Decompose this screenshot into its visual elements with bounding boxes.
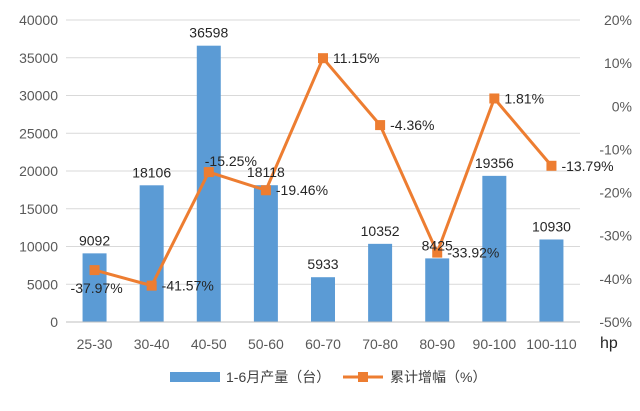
y-left-tick-label: 25000: [19, 125, 58, 141]
bar: [539, 239, 564, 322]
y-left-tick-label: 30000: [19, 88, 58, 104]
bar-data-label: 8425: [422, 237, 453, 253]
line-data-label: -37.97%: [71, 280, 123, 296]
x-tick-label: 60-70: [305, 336, 341, 352]
y-left-tick-label: 15000: [19, 201, 58, 217]
line-series: [89, 53, 557, 291]
x-tick-label: 80-90: [419, 336, 455, 352]
line-data-label: -4.36%: [390, 117, 434, 133]
y-right-tick-label: -30%: [599, 228, 632, 244]
y-right-tick-label: -20%: [599, 185, 632, 201]
bar: [196, 45, 221, 323]
y-left-tick-label: 40000: [19, 12, 58, 28]
y-right-tick-label: -50%: [599, 314, 632, 330]
bar: [425, 258, 450, 322]
y-right-tick-label: 0%: [612, 98, 632, 114]
y-right-tick-label: 10%: [604, 55, 632, 71]
bar-data-label: 9092: [79, 232, 110, 248]
x-tick-label: 70-80: [362, 336, 398, 352]
line-point: [260, 185, 271, 196]
bar-data-label: 36598: [189, 25, 228, 41]
bar: [253, 185, 278, 322]
bar-series: [82, 45, 564, 323]
bar: [368, 243, 393, 322]
bar-data-label: 19356: [475, 155, 514, 171]
bar: [482, 175, 507, 322]
line-point: [375, 120, 386, 131]
axes: 0 5000 10000 15000 20000 25000 30000 35000 40000…: [19, 12, 632, 352]
bar: [139, 185, 164, 322]
x-tick-label: 40-50: [191, 336, 227, 352]
bar-data-label: 10352: [361, 223, 400, 239]
legend-bar-swatch: [170, 372, 220, 382]
line-data-label: -41.57%: [162, 278, 214, 294]
y-left-tick-label: 35000: [19, 50, 58, 66]
y-left-tick-label: 10000: [19, 239, 58, 255]
y-right-tick-label: 20%: [604, 12, 632, 28]
bar-data-label: 10930: [532, 218, 571, 234]
line-data-label: -15.25%: [205, 153, 257, 169]
line-data-label: 1.81%: [504, 90, 544, 106]
x-tick-label: 50-60: [248, 336, 284, 352]
y-right-tick-label: -10%: [599, 141, 632, 157]
line-data-label: -19.46%: [276, 182, 328, 198]
line-point: [318, 53, 328, 64]
line-data-label: -13.79%: [561, 158, 613, 174]
line-data-label: 11.15%: [333, 50, 379, 66]
line-point: [432, 247, 443, 258]
legend-line-marker: [358, 372, 368, 382]
x-tick-label: 90-100: [473, 336, 517, 352]
line-point: [146, 280, 157, 291]
bar-data-label: 18106: [132, 164, 171, 180]
line-point: [203, 167, 214, 178]
bar-data-label: 5933: [307, 256, 338, 272]
legend: 1-6月产量（台） 累计增幅（%）: [170, 369, 486, 385]
x-axis-unit: hp: [600, 335, 618, 352]
legend-line-label: 累计增幅（%）: [390, 369, 486, 385]
bar: [311, 277, 335, 322]
line-point: [489, 93, 500, 104]
line-point: [89, 265, 100, 276]
line-point: [546, 160, 557, 171]
legend-bar-label: 1-6月产量（台）: [226, 369, 330, 385]
data-labels: 9092 18106 36598 18118 5933 10352 8425 19356 109…: [71, 25, 614, 296]
y-left-tick-label: 20000: [19, 163, 58, 179]
y-left-tick-label: 0: [50, 314, 58, 330]
y-right-tick-label: -40%: [599, 271, 632, 287]
bar-data-label: 18118: [247, 164, 285, 180]
x-tick-label: 100-110: [526, 336, 577, 352]
x-tick-label: 25-30: [77, 336, 113, 352]
y-left-tick-label: 5000: [27, 276, 58, 292]
x-tick-label: 30-40: [134, 336, 170, 352]
line-data-label: -33.92%: [447, 245, 499, 261]
